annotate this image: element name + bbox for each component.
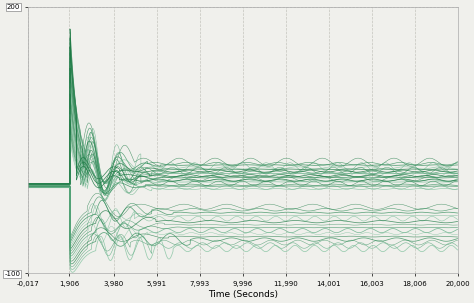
X-axis label: Time (Seconds): Time (Seconds)	[208, 290, 278, 299]
